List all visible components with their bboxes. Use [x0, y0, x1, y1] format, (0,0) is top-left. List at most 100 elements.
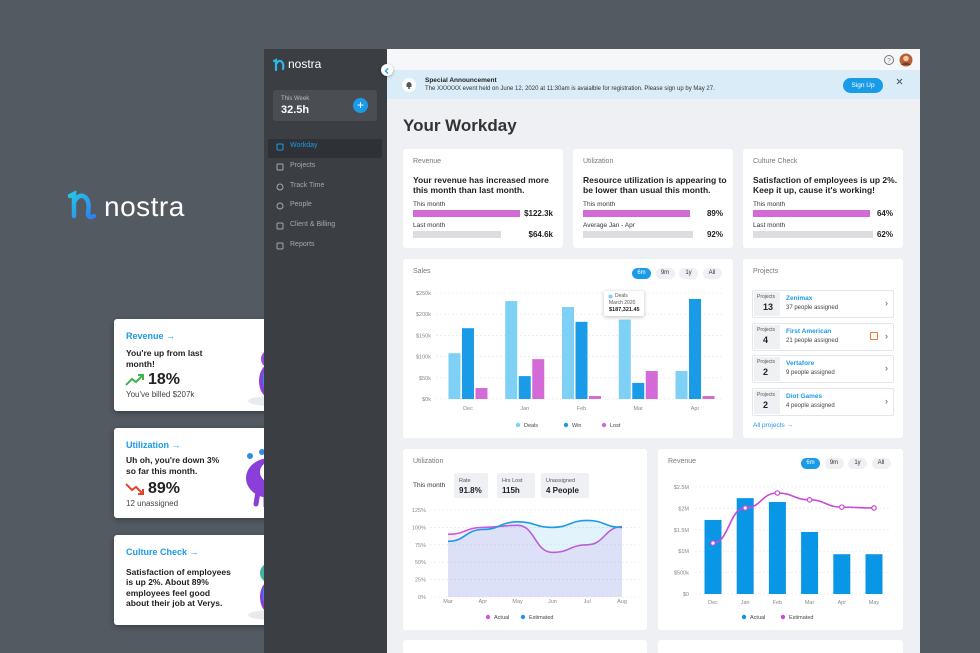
- collapse-button[interactable]: [381, 64, 393, 76]
- project-count-box: [754, 357, 780, 381]
- menu-icon-shape: [276, 183, 284, 191]
- bell-icon: [402, 78, 416, 92]
- chevron: ›: [885, 330, 888, 341]
- project-note: 4 people assigned: [786, 402, 835, 409]
- project-count: 2: [763, 399, 769, 410]
- menu-item[interactable]: Track Time: [290, 182, 325, 189]
- project-row[interactable]: Projects 2 Diot Games 4 people assigned ›: [752, 387, 894, 416]
- kpi-card: Revenue Your revenue has increased more t…: [403, 149, 563, 248]
- project-count: 2: [763, 367, 769, 377]
- project-count-label: Projects: [757, 294, 776, 300]
- project-count-label: Projects: [757, 391, 776, 398]
- stat-box: Unassigned 4 People: [541, 473, 589, 498]
- range-button[interactable]: 6m: [801, 458, 820, 469]
- project-count-label: Projects: [757, 326, 776, 333]
- promo-note: You've billed $207k: [126, 390, 195, 399]
- page-title: Your Workday: [403, 116, 517, 135]
- menu-icon: [276, 202, 284, 210]
- chevron: ›: [885, 395, 888, 406]
- menu-item[interactable]: Client & Billing: [290, 221, 336, 228]
- menu-icon: [276, 143, 284, 151]
- kpi-row-label: This month: [583, 201, 616, 208]
- kpi-row-label: Last month: [413, 222, 446, 229]
- menu-item[interactable]: Reports: [290, 241, 315, 248]
- stat-label: Unassigned: [546, 478, 576, 484]
- tooltip-series: Deals: [615, 293, 628, 299]
- range-button[interactable]: 6m: [632, 268, 651, 279]
- project-name: Zenimax: [786, 295, 813, 302]
- revenue-card: Revenue 6m 9m 1y All: [658, 449, 903, 630]
- range-button[interactable]: All: [871, 458, 891, 469]
- partial-card: [403, 640, 647, 653]
- add-button[interactable]: +: [353, 98, 368, 113]
- promo-title[interactable]: Utilization →: [126, 440, 181, 450]
- project-row[interactable]: Projects 2 Vertafore 9 people assigned ›: [752, 355, 894, 383]
- range-button[interactable]: 9m: [655, 268, 675, 279]
- stat-value: 4 People: [546, 486, 579, 495]
- menu-item[interactable]: Workday: [290, 142, 318, 149]
- project-note: 9 people assigned: [786, 370, 835, 376]
- project-row[interactable]: Projects 4 First American 21 people assigne…: [752, 322, 894, 351]
- chart-title: Revenue: [668, 458, 697, 465]
- range-button[interactable]: 1y: [679, 268, 698, 279]
- promo-title[interactable]: Revenue →: [126, 331, 176, 341]
- range-button[interactable]: 1y: [848, 458, 867, 469]
- chevron: ›: [885, 298, 888, 308]
- stat-box: Hrs Lost 115h: [497, 473, 535, 498]
- tooltip-dot: [608, 294, 613, 299]
- tooltip-value: $187,321.45: [609, 307, 640, 313]
- announcement-message: The XXXXXX event held on June 12, 2020 a…: [425, 86, 715, 92]
- partial-card: [658, 640, 903, 653]
- kpi-title: Culture Check: [753, 158, 798, 165]
- kpi-row-value: 64%: [876, 209, 893, 218]
- week-label: This Week: [281, 96, 310, 102]
- promo-title[interactable]: Culture Check →: [126, 547, 199, 557]
- menu-item[interactable]: People: [290, 201, 312, 208]
- menu-icon: [276, 163, 284, 171]
- kpi-title: Utilization: [583, 158, 614, 165]
- project-count: 4: [763, 334, 769, 345]
- sign-up-button[interactable]: Sign Up: [843, 78, 883, 93]
- sales-card: Sales 6m 9m 1y All: [403, 259, 733, 438]
- kpi-card: Culture Check Satisfaction of employees i…: [743, 149, 903, 248]
- announcement-title: Special Announcement: [425, 77, 497, 84]
- help-icon[interactable]: ?: [883, 54, 895, 66]
- kpi-bar: [583, 231, 693, 238]
- stat-label: Hrs Lost: [502, 478, 523, 484]
- kpi-text: Resource utilization is appearing to be …: [583, 175, 727, 195]
- stat-box: Rate 91.8%: [454, 473, 488, 498]
- trend-down-icon: [125, 483, 144, 495]
- range-button[interactable]: All: [702, 268, 722, 279]
- kpi-bar: [583, 210, 690, 217]
- project-name: Diot Games: [786, 392, 823, 400]
- kpi-card: Utilization Resource utilization is appea…: [573, 149, 733, 248]
- menu-icon-shape: [276, 242, 284, 250]
- kpi-row-label: Average Jan - Apr: [583, 222, 635, 229]
- menu-active-bg: [268, 139, 382, 158]
- menu-icon-shape: [276, 163, 284, 171]
- stat-label: Rate: [459, 478, 471, 484]
- trend-up-icon: [125, 374, 144, 386]
- chart-title: Utilization: [413, 458, 444, 465]
- all-projects-link[interactable]: All projects →: [753, 422, 794, 429]
- avatar[interactable]: [899, 53, 913, 67]
- kpi-row-value: $64.6k: [528, 230, 553, 239]
- menu-item[interactable]: Projects: [290, 162, 316, 169]
- menu-icon-shape: [276, 202, 284, 210]
- logo-icon: [67, 190, 97, 220]
- project-count-box: [754, 292, 780, 316]
- kpi-bar: [753, 231, 873, 238]
- menu-icon: [276, 222, 284, 230]
- project-note: 37 people assigned: [786, 305, 839, 311]
- range-button[interactable]: 9m: [824, 458, 844, 469]
- kpi-row-value: 89%: [706, 209, 723, 218]
- close-icon[interactable]: [895, 77, 904, 86]
- project-row[interactable]: Projects 13 Zenimax 37 people assigned ›: [752, 290, 894, 318]
- promo-text: You're up from last month!: [126, 348, 203, 369]
- brand: nostra: [104, 191, 185, 222]
- promo-stat: 18%: [148, 371, 181, 388]
- tooltip-date: March 2020: [609, 300, 636, 306]
- top-bar: [387, 49, 920, 70]
- menu-icon-shape: [276, 222, 284, 230]
